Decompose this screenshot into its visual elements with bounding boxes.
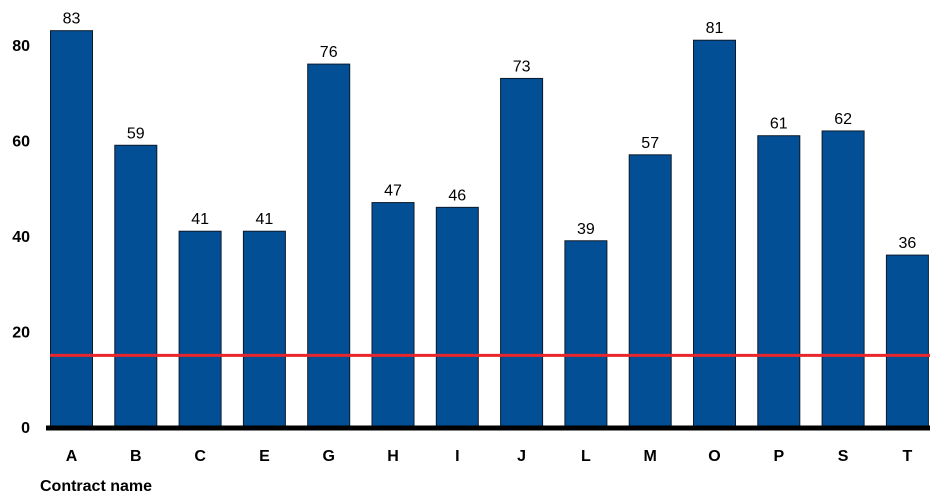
- y-tick-label: 80: [12, 38, 30, 55]
- bar: [757, 135, 801, 428]
- bar-value-label: 39: [577, 221, 595, 238]
- bar-value-label: 41: [191, 211, 209, 228]
- x-axis-title: Contract name: [40, 478, 152, 495]
- y-tick-label: 20: [12, 325, 30, 342]
- x-tick-label: L: [581, 448, 591, 465]
- bar: [242, 230, 286, 428]
- y-tick-label: 0: [21, 420, 30, 437]
- x-tick-label: G: [322, 448, 334, 465]
- bar: [178, 230, 222, 428]
- x-tick-label: E: [259, 448, 270, 465]
- bar-value-label: 76: [320, 44, 338, 61]
- x-tick-label: S: [838, 448, 849, 465]
- bar-value-label: 57: [641, 135, 659, 152]
- x-tick-label: O: [708, 448, 720, 465]
- x-tick-label: T: [903, 448, 913, 465]
- bar: [500, 77, 544, 428]
- bar-value-label: 46: [448, 187, 466, 204]
- y-axis-ticks: 0 20 40 60 80: [12, 38, 30, 437]
- bar-value-label: 61: [770, 116, 788, 133]
- x-tick-label: H: [387, 448, 399, 465]
- bar: [50, 30, 93, 428]
- bar-value-label: 73: [513, 58, 531, 75]
- x-tick-label: I: [455, 448, 459, 465]
- bar-value-label: 81: [706, 20, 724, 37]
- x-tick-label: J: [517, 448, 526, 465]
- bar: [307, 63, 351, 428]
- bar: [821, 130, 865, 428]
- bar: [628, 154, 672, 428]
- bar: [371, 202, 415, 428]
- bar-value-label: 59: [127, 125, 145, 142]
- bar: [564, 240, 608, 428]
- bar: [435, 206, 479, 428]
- data-labels-group: 83 59 41 41 76 47 46 73 39 57 81 61 62 36: [63, 11, 917, 252]
- bar: [885, 254, 929, 428]
- x-tick-label: A: [66, 448, 78, 465]
- bar-value-label: 83: [63, 11, 81, 28]
- bar: [693, 39, 736, 428]
- bars-group: [50, 30, 929, 428]
- x-tick-label: C: [194, 448, 206, 465]
- y-tick-label: 60: [12, 134, 30, 151]
- x-tick-label: P: [773, 448, 784, 465]
- x-tick-label: B: [130, 448, 142, 465]
- bar-value-label: 41: [256, 211, 274, 228]
- bar-value-label: 36: [899, 235, 917, 252]
- x-tick-label: M: [644, 448, 657, 465]
- y-tick-label: 40: [12, 229, 30, 246]
- bar: [114, 144, 158, 428]
- bar-value-label: 47: [384, 183, 402, 200]
- bar-value-label: 62: [834, 111, 852, 128]
